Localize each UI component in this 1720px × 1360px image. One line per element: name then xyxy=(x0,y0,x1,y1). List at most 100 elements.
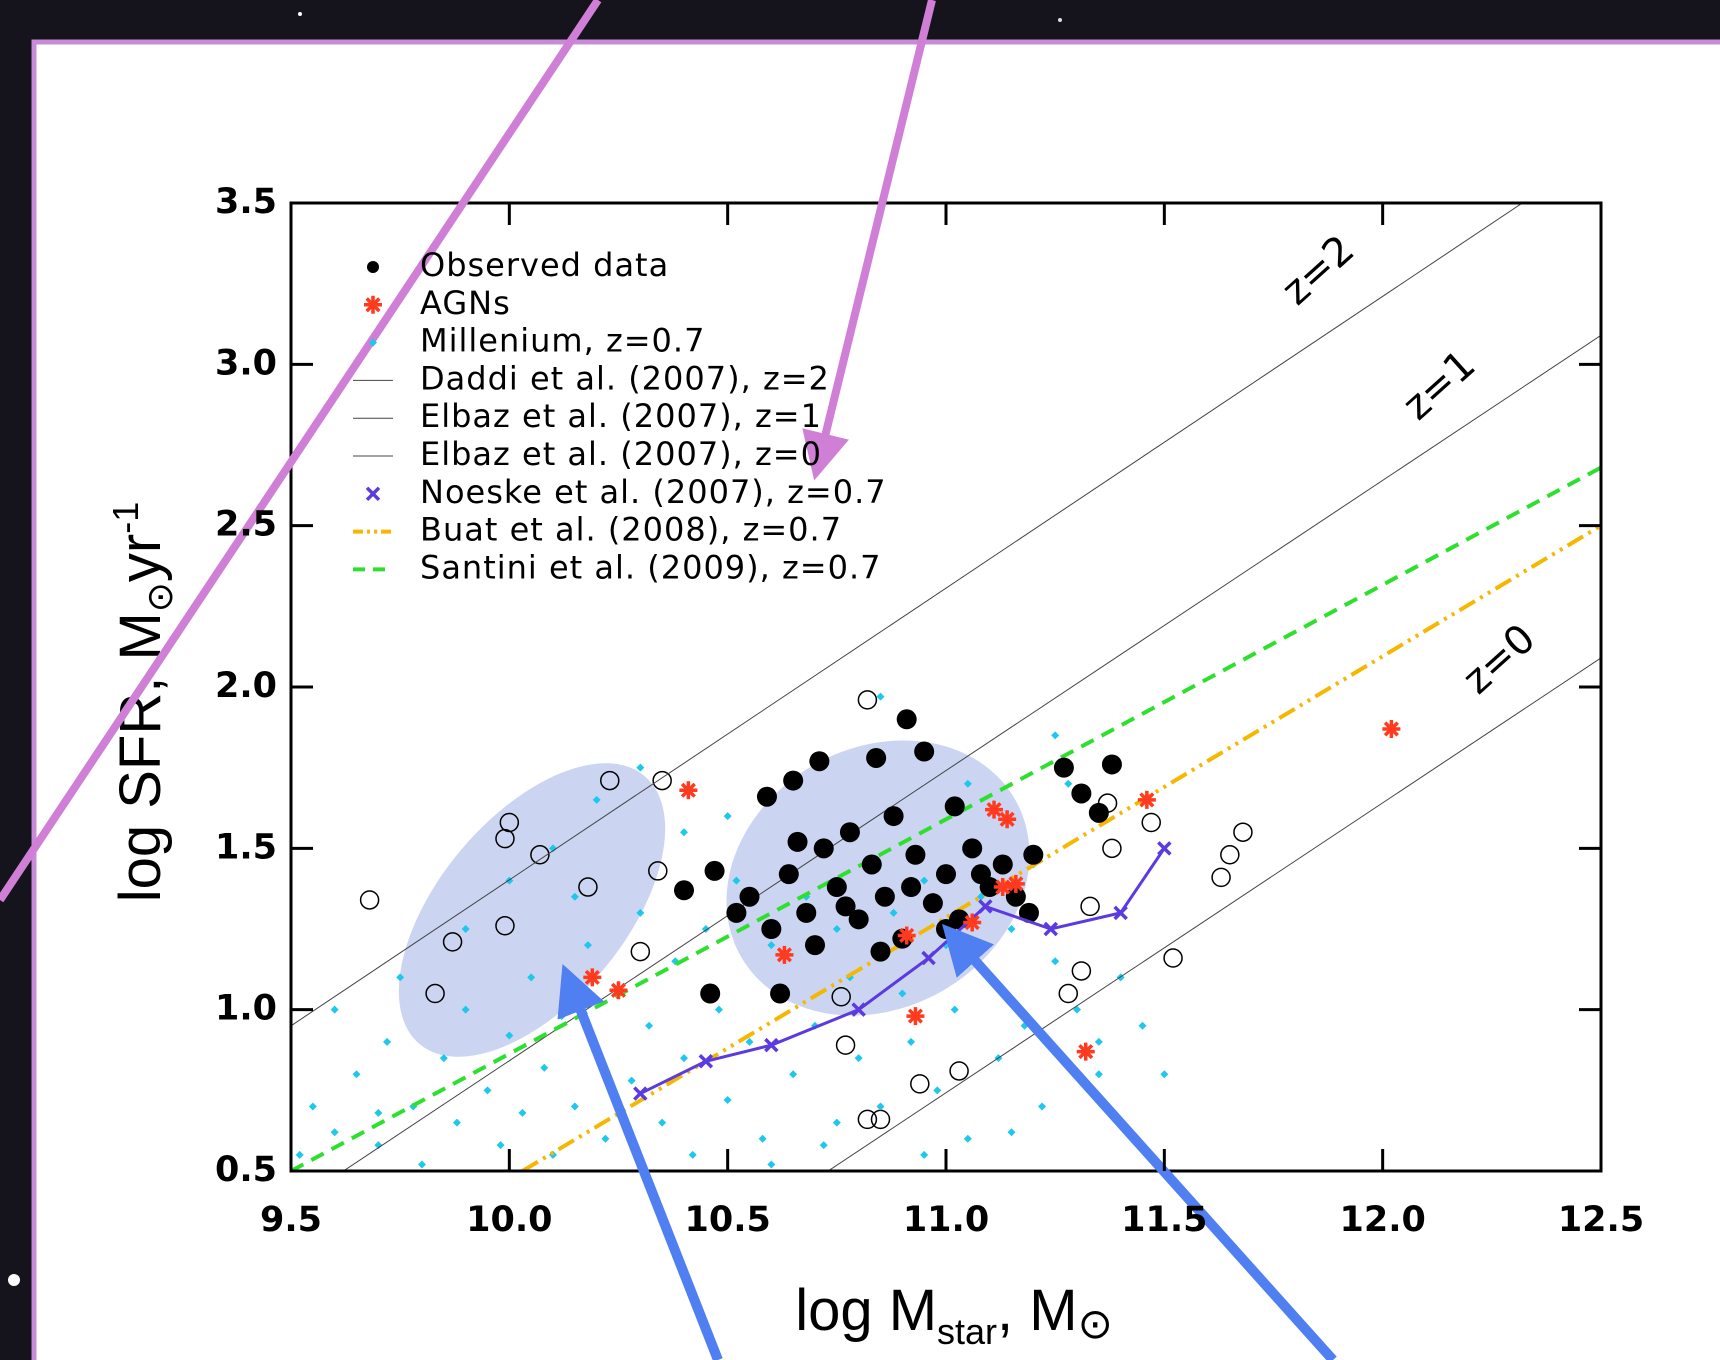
millennium-point xyxy=(505,1031,514,1040)
observed-point xyxy=(756,786,777,807)
open-point xyxy=(600,770,620,791)
label-part: star xyxy=(937,1311,997,1352)
agn-point xyxy=(775,945,794,964)
observed-point xyxy=(839,822,860,843)
arrow xyxy=(802,0,936,481)
agn-point xyxy=(985,800,1004,819)
millennium-point xyxy=(396,973,405,982)
millennium-point xyxy=(374,1108,383,1117)
legend-label: Millenium, z=0.7 xyxy=(420,322,705,360)
millennium-point xyxy=(723,812,732,821)
observed-point xyxy=(861,854,882,875)
noeske-point xyxy=(978,899,993,914)
observed-point xyxy=(962,838,983,859)
plot-area xyxy=(291,203,1601,1171)
agn-point xyxy=(906,1007,925,1026)
millennium-point xyxy=(723,1096,732,1105)
observed-point xyxy=(905,844,926,865)
open-point xyxy=(630,941,651,962)
millennium-point xyxy=(636,763,645,772)
series-line xyxy=(291,203,1523,1027)
open-point xyxy=(442,932,463,952)
y-tick-label: 3.5 xyxy=(215,182,277,222)
legend-label: Noeske et al. (2007), z=0.7 xyxy=(420,473,887,511)
y-tick-label: 1.0 xyxy=(215,989,277,1029)
open-point xyxy=(499,812,520,833)
legend-symbol xyxy=(365,486,381,502)
millennium-point xyxy=(1007,925,1016,933)
observed-point xyxy=(914,741,935,762)
millennium-point xyxy=(789,1070,798,1079)
millennium-point xyxy=(950,1005,959,1014)
observed-point xyxy=(1088,802,1109,823)
x-tick-label: 10.0 xyxy=(466,1200,552,1240)
observed-point xyxy=(809,751,830,772)
label-part: -1 xyxy=(105,502,146,534)
millennium-point xyxy=(920,1150,929,1159)
millennium-point xyxy=(920,876,929,885)
agn-point xyxy=(1006,874,1025,893)
open-point xyxy=(359,890,380,910)
legend-symbol xyxy=(364,295,382,314)
observed-point xyxy=(1018,902,1039,923)
millennium-point xyxy=(832,1118,841,1127)
open-point xyxy=(530,845,550,865)
millennium-point xyxy=(570,1102,579,1111)
star xyxy=(8,1274,20,1286)
observed-point xyxy=(901,877,922,898)
y-tick-label: 3.0 xyxy=(215,343,277,383)
observed-point xyxy=(848,909,869,930)
agn-point xyxy=(1076,1042,1095,1061)
legend-label: Observed data xyxy=(420,246,669,284)
millennium-point xyxy=(330,1005,339,1014)
millennium-point xyxy=(549,844,557,853)
observed-point xyxy=(674,880,694,901)
agn-point xyxy=(993,878,1012,897)
millennium-point xyxy=(540,1063,549,1072)
observed-point xyxy=(700,983,721,1004)
agn-point xyxy=(963,913,982,932)
observed-point xyxy=(1071,783,1092,804)
label-part: ⊙ xyxy=(1078,1300,1113,1347)
observed-point xyxy=(787,831,808,852)
millennium-point xyxy=(483,1086,492,1095)
noeske-point xyxy=(851,1002,866,1017)
open-point xyxy=(1211,867,1231,888)
millennium-point xyxy=(1094,1070,1103,1079)
agn-point xyxy=(897,926,916,945)
agn-point xyxy=(1137,790,1156,809)
millennium-point xyxy=(1020,1021,1029,1030)
millennium-point xyxy=(963,779,972,788)
observed-point xyxy=(944,796,965,817)
millennium-point xyxy=(1138,1021,1147,1030)
millennium-point xyxy=(1007,1128,1016,1137)
millennium-point xyxy=(898,989,907,998)
x-axis-label: log Mstar, M⊙ xyxy=(795,1278,1113,1352)
millennium-point xyxy=(645,1021,654,1030)
millennium-point xyxy=(758,1134,767,1143)
observed-point xyxy=(805,935,825,956)
millennium-point xyxy=(658,1118,667,1127)
series-line xyxy=(343,334,1601,1171)
agn-point xyxy=(609,981,628,1000)
observed-point xyxy=(726,902,747,923)
arrow xyxy=(557,964,723,1360)
millennium-point xyxy=(527,973,536,982)
open-point xyxy=(652,770,672,791)
x-tick-label: 12.5 xyxy=(1558,1200,1644,1240)
open-point xyxy=(495,916,515,936)
observed-point xyxy=(796,902,817,923)
noeske-point xyxy=(921,950,936,966)
observed-point xyxy=(835,896,856,917)
observed-point xyxy=(936,864,956,885)
arrow xyxy=(0,0,602,903)
millennium-point xyxy=(461,1005,470,1014)
observed-point xyxy=(896,709,917,730)
millennium-point xyxy=(963,1134,972,1143)
legend-label: Daddi et al. (2007), z=2 xyxy=(420,359,830,397)
label-part: ⊙ xyxy=(139,582,180,612)
observed-point xyxy=(778,864,799,885)
